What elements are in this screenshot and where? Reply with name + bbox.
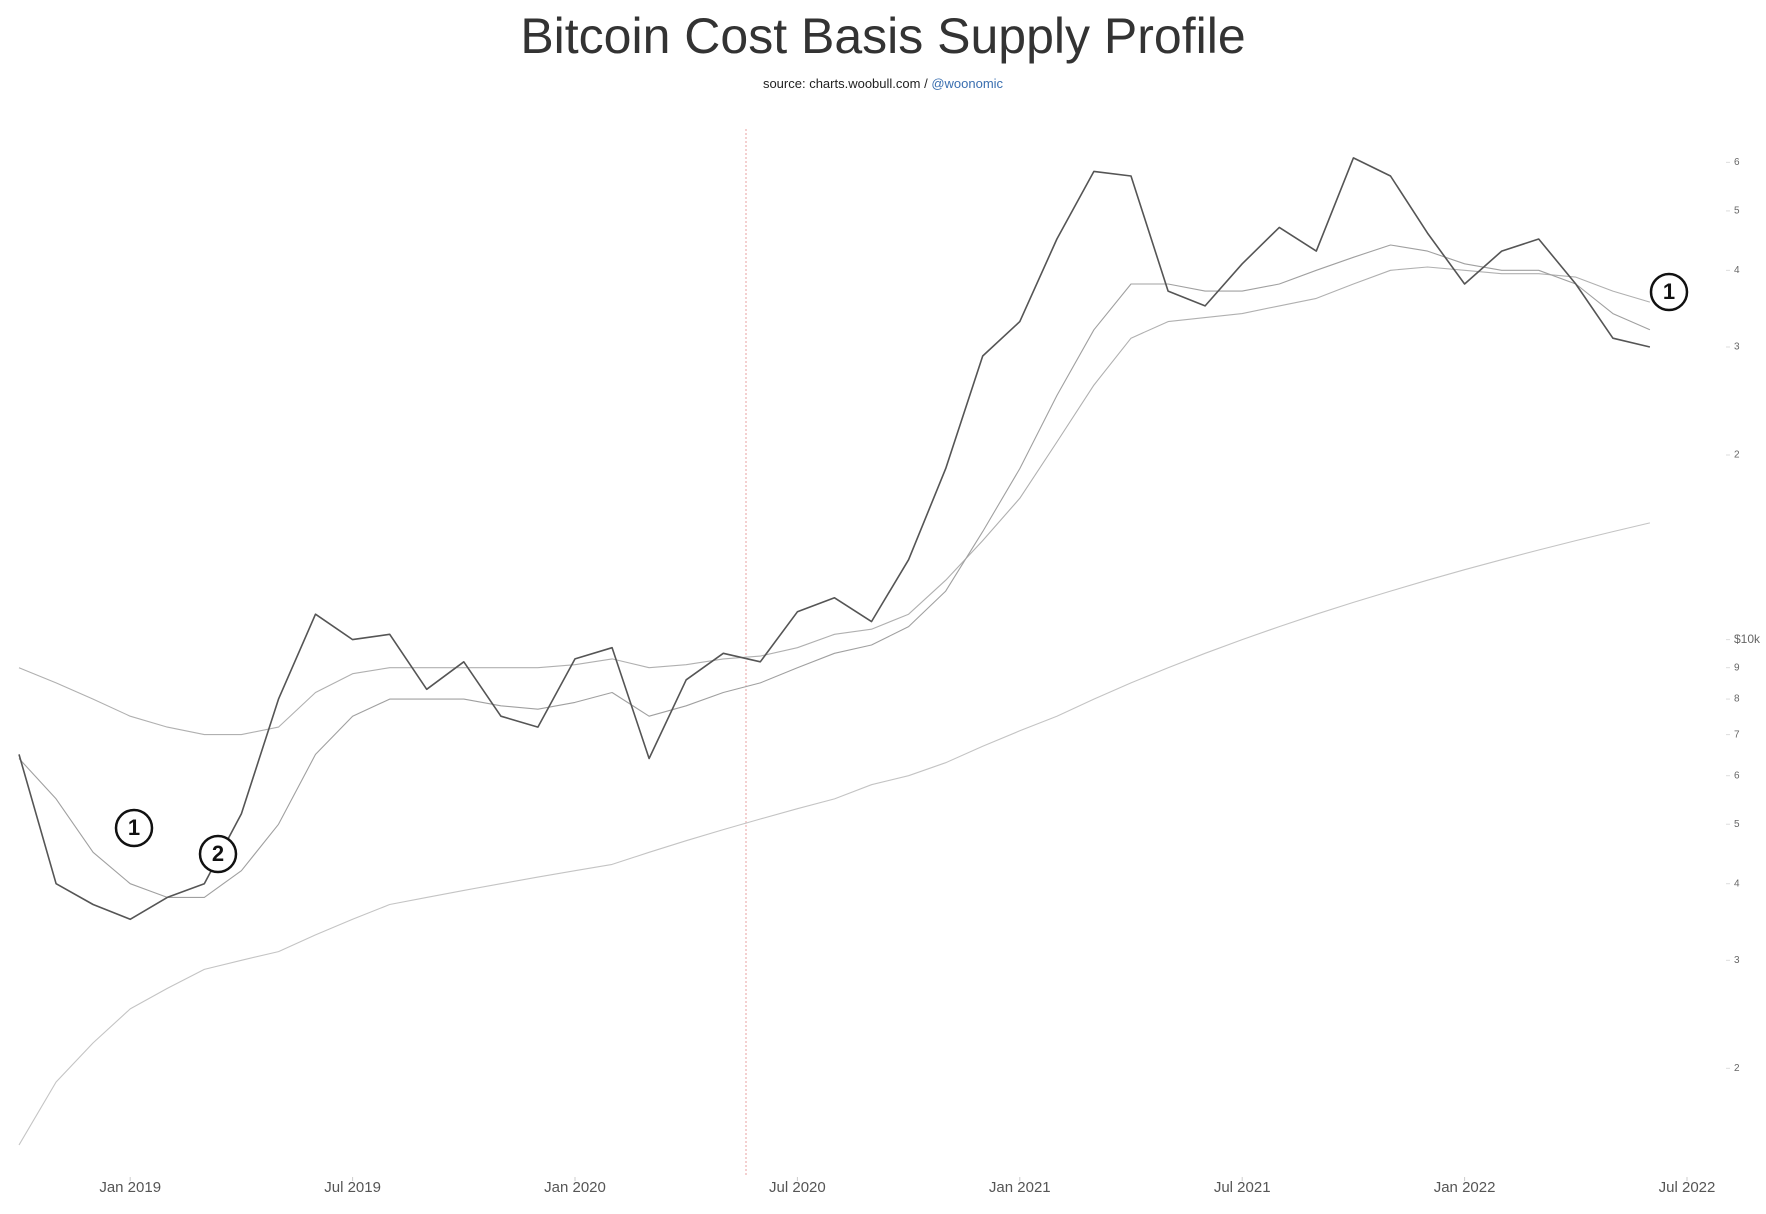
annotation-label: 2 bbox=[212, 841, 224, 866]
cost-basis-line bbox=[18, 522, 1651, 1146]
x-tick-label: Jul 2019 bbox=[324, 1179, 381, 1196]
price-line bbox=[18, 157, 1651, 921]
y-tick-label: 2 bbox=[1734, 1063, 1740, 1074]
annotation-circle bbox=[114, 808, 154, 848]
chart-subtitle: source: charts.woobull.com / @woonomic bbox=[763, 76, 1004, 91]
annotation-circle bbox=[1649, 272, 1689, 312]
x-tick-label: Jan 2020 bbox=[544, 1179, 606, 1196]
y-tick-label: 9 bbox=[1734, 662, 1740, 673]
y-tick-label: 5 bbox=[1734, 819, 1740, 830]
x-tick-label: Jan 2022 bbox=[1434, 1179, 1496, 1196]
cost-basis-line bbox=[18, 266, 1651, 736]
x-tick-label: Jan 2021 bbox=[989, 1179, 1051, 1196]
y-tick-label: 2 bbox=[1734, 450, 1740, 461]
y-tick-label: 6 bbox=[1734, 770, 1740, 781]
y-tick-label: 4 bbox=[1734, 265, 1740, 276]
chart-title: Bitcoin Cost Basis Supply Profile bbox=[520, 8, 1245, 64]
x-tick-label: Jul 2021 bbox=[1214, 1179, 1271, 1196]
subtitle-source: source: charts.woobull.com / bbox=[763, 76, 928, 91]
y-tick-label: 4 bbox=[1734, 878, 1740, 889]
y-tick-label: 8 bbox=[1734, 694, 1740, 705]
annotation-label: 1 bbox=[128, 815, 140, 840]
y-tick-label: 3 bbox=[1734, 955, 1740, 966]
y-tick-label: 7 bbox=[1734, 729, 1740, 740]
x-tick-label: Jul 2022 bbox=[1659, 1179, 1716, 1196]
y-tick-label: $10k bbox=[1734, 632, 1761, 646]
cost-basis-line bbox=[18, 244, 1651, 898]
y-tick-label: 3 bbox=[1734, 342, 1740, 353]
y-tick-label: 5 bbox=[1734, 206, 1740, 217]
x-tick-label: Jan 2019 bbox=[99, 1179, 161, 1196]
annotation-circle bbox=[198, 834, 238, 874]
annotation-label: 1 bbox=[1663, 279, 1675, 304]
x-tick-label: Jul 2020 bbox=[769, 1179, 826, 1196]
y-tick-label: 6 bbox=[1734, 157, 1740, 168]
subtitle-handle: @woonomic bbox=[931, 76, 1003, 91]
